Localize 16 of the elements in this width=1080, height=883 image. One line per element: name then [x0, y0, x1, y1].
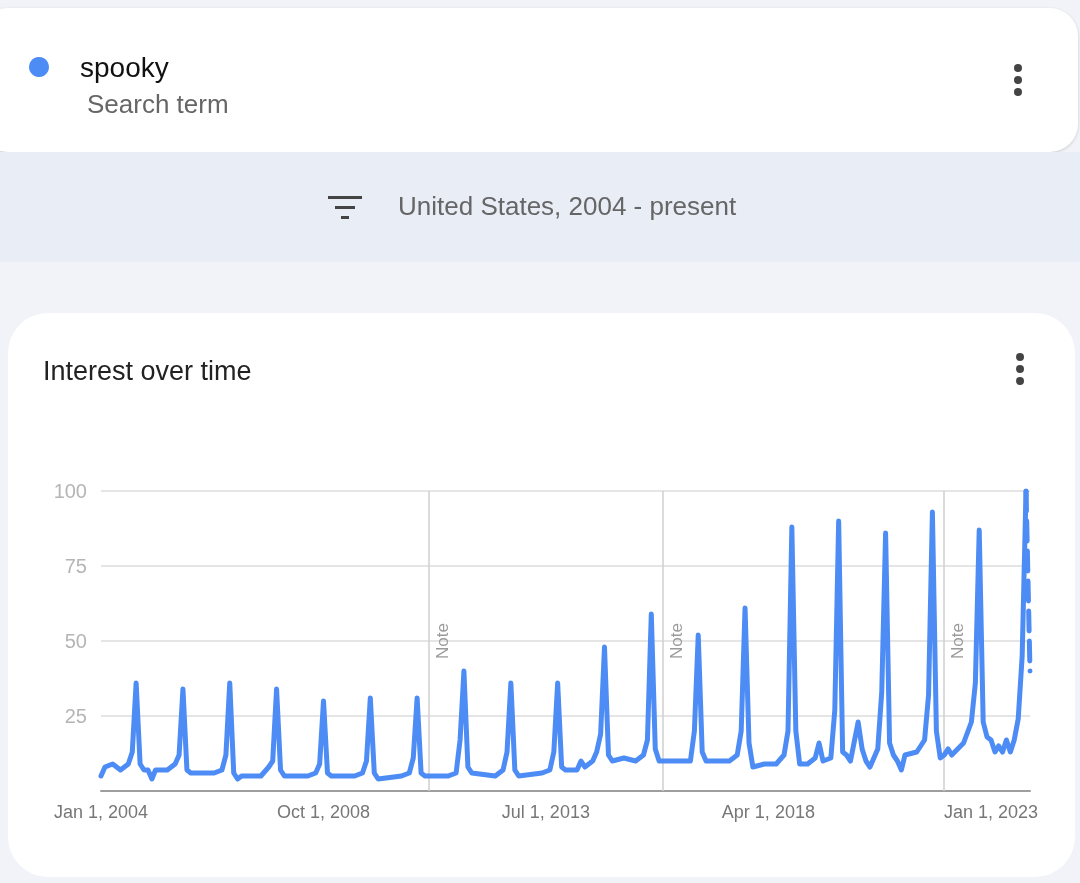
x-tick-label: Oct 1, 2008 — [276, 802, 371, 822]
ref-line-label: Note — [948, 623, 968, 659]
text: United States, 2004 - present — [398, 191, 737, 221]
ref-line-label: Note — [432, 623, 452, 659]
text: Search term — [87, 89, 229, 119]
y-tick-label: 100 — [53, 480, 87, 502]
chart-title: Interest over time — [43, 355, 252, 386]
ref-line-label: Note — [667, 623, 687, 659]
y-tick-label: 25 — [64, 705, 87, 727]
y-tick-label: 75 — [64, 555, 87, 577]
x-tick-label: Jan 1, 2004 — [53, 802, 149, 822]
x-tick-label: Jul 1, 2013 — [501, 802, 590, 822]
y-tick-label: 50 — [64, 630, 87, 652]
legend-label: spooky — [80, 51, 169, 83]
x-tick-label: Apr 1, 2018 — [721, 802, 815, 822]
x-tick-label: Jan 1, 2023 — [943, 802, 1039, 822]
